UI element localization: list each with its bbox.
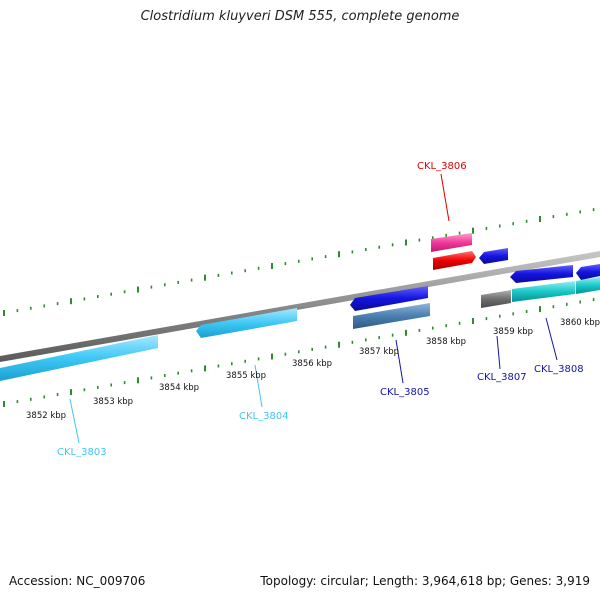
gene-arrow-ckl-3807-upper[interactable] <box>479 248 508 264</box>
scale-label-3859: 3859 kbp <box>493 327 533 337</box>
gene-label-ckl-3807[interactable]: CKL_3807 <box>477 372 527 383</box>
leader-ckl-3804 <box>254 364 263 408</box>
gene-arrow-ckl-3806-red[interactable] <box>433 251 476 270</box>
scale-label-3852: 3852 kbp <box>26 411 66 421</box>
upper-tick-row <box>3 208 595 316</box>
scale-label-3854: 3854 kbp <box>159 383 199 393</box>
gene-arrow-ckl-3808-upper[interactable] <box>510 265 573 283</box>
gene-label-ckl-3806[interactable]: CKL_3806 <box>417 161 467 172</box>
gene-arrow-ckl-3804[interactable] <box>196 308 297 338</box>
gene-arrow-ckl-3805-upper[interactable] <box>350 286 428 311</box>
gene-arrow-ckl-3808-lower[interactable] <box>512 281 575 302</box>
gene-label-ckl-3804[interactable]: CKL_3804 <box>239 411 289 422</box>
map-title: Clostridium kluyveri DSM 555, complete g… <box>140 9 460 24</box>
gene-arrow-ckl-3806-pink[interactable] <box>431 233 472 252</box>
leader-ckl-3806 <box>440 173 450 222</box>
accession-text: Accession: NC_009706 <box>9 574 146 588</box>
gene-arrow-next-upper[interactable] <box>576 264 600 280</box>
gene-label-ckl-3808[interactable]: CKL_3808 <box>534 364 584 375</box>
leader-ckl-3808 <box>545 317 558 361</box>
genome-backbone <box>0 251 600 362</box>
gene-arrow-ckl-3807-lower[interactable] <box>481 290 511 308</box>
scale-label-3856: 3856 kbp <box>292 359 332 369</box>
scale-label-3853: 3853 kbp <box>93 397 133 407</box>
scale-label-3860: 3860 kbp <box>560 318 600 328</box>
leader-ckl-3807 <box>496 335 501 370</box>
leader-ckl-3805 <box>395 339 404 384</box>
lower-tick-row <box>3 298 595 407</box>
scale-label-3855: 3855 kbp <box>226 371 266 381</box>
gene-label-ckl-3803[interactable]: CKL_3803 <box>57 447 107 458</box>
gene-arrow-next-lower[interactable] <box>576 277 600 294</box>
gene-arrow-ckl-3803[interactable] <box>0 335 158 381</box>
gene-label-ckl-3805[interactable]: CKL_3805 <box>380 387 430 398</box>
gene-arrow-ckl-3805-lower[interactable] <box>353 303 430 329</box>
genome-summary-text: Topology: circular; Length: 3,964,618 bp… <box>260 574 590 588</box>
leader-ckl-3803 <box>69 398 80 444</box>
scale-label-3858: 3858 kbp <box>426 337 466 347</box>
scale-label-3857: 3857 kbp <box>359 347 399 357</box>
